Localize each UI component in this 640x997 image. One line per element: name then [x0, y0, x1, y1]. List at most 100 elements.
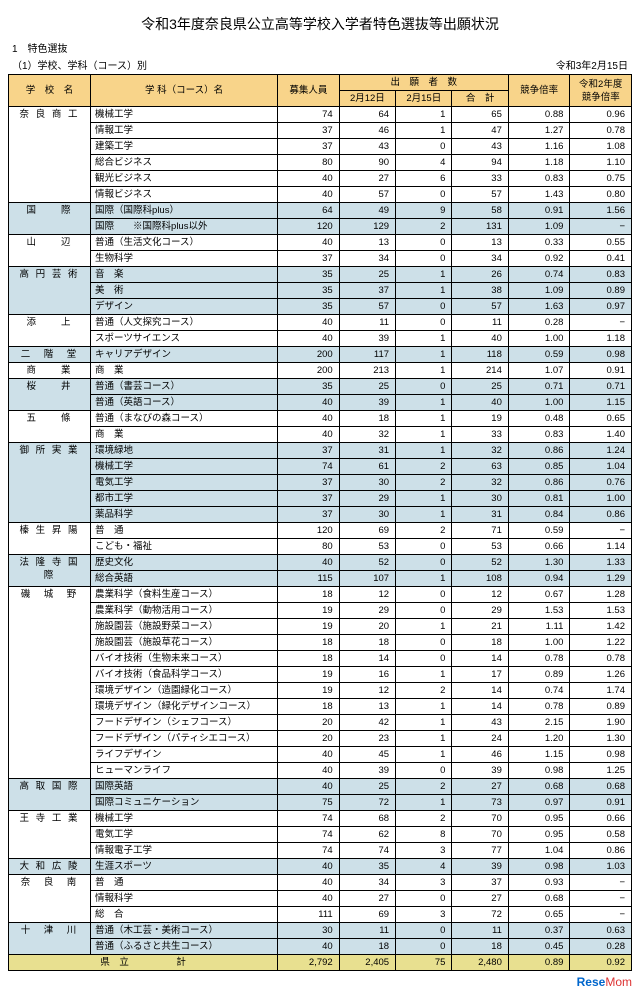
- school-cell: 添 上: [9, 315, 91, 347]
- num-cell: 40: [278, 747, 340, 763]
- table-row: フードデザイン（パティシエコース）20231241.201.30: [9, 731, 632, 747]
- num-cell: 31: [339, 443, 395, 459]
- num-cell: 74: [278, 811, 340, 827]
- table-row: デザイン35570571.630.97: [9, 299, 632, 315]
- num-cell: 9: [396, 203, 452, 219]
- course: 普 通: [91, 875, 278, 891]
- num-cell: 0: [396, 379, 452, 395]
- num-cell: 3: [396, 907, 452, 923]
- school-cell: 奈 良 商 工: [9, 107, 91, 203]
- num-cell: 30: [452, 491, 508, 507]
- num-cell: 0.86: [508, 443, 570, 459]
- num-cell: 0.68: [570, 779, 632, 795]
- num-cell: 0.92: [508, 251, 570, 267]
- num-cell: 25: [339, 379, 395, 395]
- num-cell: 23: [339, 731, 395, 747]
- th-school: 学 校 名: [9, 75, 91, 107]
- num-cell: 8: [396, 827, 452, 843]
- th-appl-group: 出 願 者 数: [339, 75, 508, 91]
- school-cell: 奈 良 南: [9, 875, 91, 923]
- course: 施設園芸（施設野菜コース）: [91, 619, 278, 635]
- num-cell: 1: [396, 123, 452, 139]
- table-row: 電気工学74628700.950.58: [9, 827, 632, 843]
- num-cell: 120: [278, 219, 340, 235]
- num-cell: 108: [452, 571, 508, 587]
- course: 施設園芸（施設草花コース）: [91, 635, 278, 651]
- num-cell: 2: [396, 811, 452, 827]
- num-cell: 27: [339, 891, 395, 907]
- num-cell: 40: [278, 411, 340, 427]
- num-cell: 0.78: [508, 699, 570, 715]
- num-cell: 1.42: [570, 619, 632, 635]
- num-cell: 1.03: [570, 859, 632, 875]
- num-cell: −: [570, 219, 632, 235]
- num-cell: 71: [452, 523, 508, 539]
- table-row: 奈 良 南普 通40343370.93−: [9, 875, 632, 891]
- num-cell: 69: [339, 907, 395, 923]
- num-cell: 1.04: [508, 843, 570, 859]
- num-cell: 39: [339, 331, 395, 347]
- num-cell: 35: [278, 283, 340, 299]
- num-cell: 31: [452, 507, 508, 523]
- num-cell: 63: [452, 459, 508, 475]
- table-row: 桜 井普通（書芸コース）35250250.710.71: [9, 379, 632, 395]
- num-cell: 80: [278, 155, 340, 171]
- num-cell: 0.74: [508, 267, 570, 283]
- num-cell: 1: [396, 411, 452, 427]
- num-cell: 1: [396, 283, 452, 299]
- course: 観光ビジネス: [91, 171, 278, 187]
- num-cell: 1: [396, 443, 452, 459]
- num-cell: 34: [339, 875, 395, 891]
- logo: ReseMom: [8, 975, 632, 989]
- table-row: 山 辺普通（生活文化コース）40130130.330.55: [9, 235, 632, 251]
- num-cell: 1.16: [508, 139, 570, 155]
- num-cell: 1: [396, 715, 452, 731]
- num-cell: 39: [452, 859, 508, 875]
- th-course: 学 科（コース）名: [91, 75, 278, 107]
- num-cell: 111: [278, 907, 340, 923]
- course: 環境デザイン（緑化デザインコース）: [91, 699, 278, 715]
- table-row: 総合英語11510711080.941.29: [9, 571, 632, 587]
- course: 環境緑地: [91, 443, 278, 459]
- page-title: 令和3年度奈良県公立高等学校入学者特色選抜等出願状況: [8, 14, 632, 34]
- num-cell: 43: [339, 139, 395, 155]
- num-cell: 0.37: [508, 923, 570, 939]
- course: 機械工学: [91, 459, 278, 475]
- num-cell: 58: [452, 203, 508, 219]
- table-row: バイオ技術（生物未来コース）18140140.780.78: [9, 651, 632, 667]
- num-cell: 0.95: [508, 811, 570, 827]
- course: 都市工学: [91, 491, 278, 507]
- num-cell: 0: [396, 891, 452, 907]
- num-cell: 25: [452, 379, 508, 395]
- num-cell: 0.83: [508, 427, 570, 443]
- num-cell: 1: [396, 507, 452, 523]
- num-cell: 57: [339, 299, 395, 315]
- th-ratio: 競争倍率: [508, 75, 570, 107]
- course: 国際（国際科plus）: [91, 203, 278, 219]
- num-cell: 0.78: [508, 651, 570, 667]
- num-cell: 38: [452, 283, 508, 299]
- num-cell: 1.53: [570, 603, 632, 619]
- num-cell: 3: [396, 875, 452, 891]
- num-cell: 1: [396, 331, 452, 347]
- num-cell: 40: [278, 427, 340, 443]
- num-cell: 53: [339, 539, 395, 555]
- num-cell: 46: [339, 123, 395, 139]
- num-cell: 0.74: [508, 683, 570, 699]
- table-row: 榛 生 昇 陽普 通120692710.59−: [9, 523, 632, 539]
- num-cell: 17: [452, 667, 508, 683]
- num-cell: 0.83: [570, 267, 632, 283]
- table-row: 十 津 川普通（木工芸・美術コース）30110110.370.63: [9, 923, 632, 939]
- num-cell: 3: [396, 843, 452, 859]
- num-cell: 2: [396, 779, 452, 795]
- num-cell: 1.11: [508, 619, 570, 635]
- num-cell: 0: [396, 603, 452, 619]
- num-cell: 0.41: [570, 251, 632, 267]
- course: バイオ技術（食品科学コース）: [91, 667, 278, 683]
- table-row: 普通（ふるさと共生コース）40180180.450.28: [9, 939, 632, 955]
- course: 電気工学: [91, 827, 278, 843]
- num-cell: 37: [452, 875, 508, 891]
- table-row: 御 所 実 業環境緑地37311320.861.24: [9, 443, 632, 459]
- num-cell: 90: [339, 155, 395, 171]
- num-cell: 118: [452, 347, 508, 363]
